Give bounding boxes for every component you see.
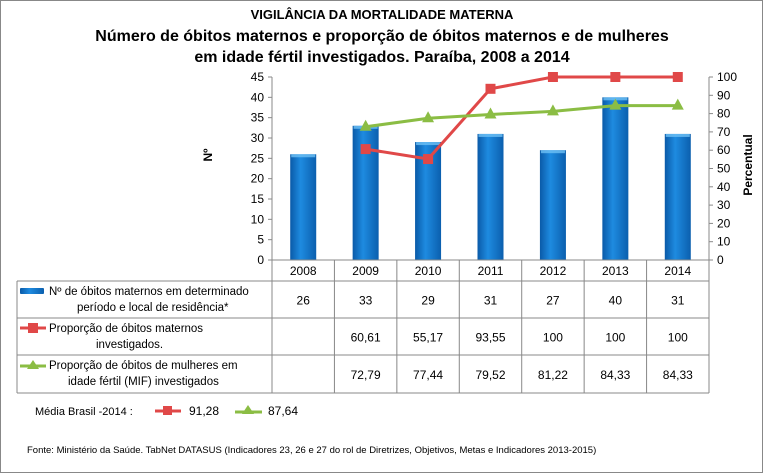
legend-label: Proporção de óbitos de mulheres em xyxy=(49,360,238,372)
data-value: 84,33 xyxy=(663,368,693,382)
y-tick-label: 35 xyxy=(251,111,265,125)
legend-mif-marker xyxy=(27,360,39,369)
y2-tick-label: 60 xyxy=(717,143,731,157)
legend-label: período e local de residência* xyxy=(77,302,229,314)
brasil-mif-marker xyxy=(235,405,262,414)
y2-tick-label: 70 xyxy=(717,125,731,139)
data-value: 33 xyxy=(359,294,373,308)
mif-line xyxy=(365,104,678,129)
y-tick-label: 0 xyxy=(257,253,264,267)
y-tick-label: 20 xyxy=(251,172,265,186)
y-tick-label: 30 xyxy=(251,131,265,145)
x-tick-label: 2009 xyxy=(352,264,379,278)
data-value: 81,22 xyxy=(538,368,568,382)
x-tick-label: 2010 xyxy=(415,264,442,278)
bar-highlight xyxy=(416,142,441,146)
y2-tick-label: 0 xyxy=(717,253,724,267)
data-value: 93,55 xyxy=(475,331,505,345)
data-value: 29 xyxy=(421,294,435,308)
y-axis-label: Nº xyxy=(201,148,215,162)
data-value: 77,44 xyxy=(413,368,443,382)
brasil-mif-value: 87,64 xyxy=(268,404,298,418)
y2-tick-label: 10 xyxy=(717,235,731,249)
chart-subtitle-2: em idade fértil investigados. Paraíba, 2… xyxy=(194,49,569,66)
data-value: 31 xyxy=(671,294,685,308)
mif-point xyxy=(609,98,622,110)
data-value: 79,52 xyxy=(475,368,505,382)
chart-subtitle-1: Número de óbitos maternos e proporção de… xyxy=(95,28,669,45)
y-tick-label: 45 xyxy=(251,70,265,84)
x-tick-label: 2013 xyxy=(602,264,629,278)
data-value: 26 xyxy=(297,294,311,308)
bar-highlight xyxy=(665,133,690,137)
y-tick-label: 5 xyxy=(257,233,264,247)
brasil-label: Média Brasil -2014 : xyxy=(35,406,133,418)
maternos-point xyxy=(672,72,683,82)
data-value: 100 xyxy=(605,331,625,345)
maternos-point xyxy=(485,83,496,94)
y2-tick-label: 40 xyxy=(717,180,731,194)
y2-tick-label: 100 xyxy=(717,70,737,84)
data-value: 31 xyxy=(484,294,498,308)
mif-point xyxy=(546,104,559,116)
y2-tick-label: 50 xyxy=(717,162,731,176)
mif-point xyxy=(671,98,684,110)
x-tick-label: 2014 xyxy=(664,264,691,278)
bar xyxy=(290,154,317,260)
bar-highlight xyxy=(478,133,503,137)
bar-highlight xyxy=(540,150,565,154)
maternos-point xyxy=(610,72,621,82)
data-value: 72,79 xyxy=(351,368,381,382)
y2-tick-label: 80 xyxy=(717,107,731,121)
y2-tick-label: 20 xyxy=(717,216,731,230)
data-value: 100 xyxy=(543,331,563,345)
bar xyxy=(602,97,629,260)
legend-bar-key xyxy=(20,288,44,294)
legend-label: investigados. xyxy=(96,339,163,351)
bar xyxy=(539,150,566,260)
data-value: 84,33 xyxy=(600,368,630,382)
bar xyxy=(477,133,504,260)
y2-tick-label: 30 xyxy=(717,198,731,212)
data-value: 55,17 xyxy=(413,331,443,345)
chart-title: VIGILÂNCIA DA MORTALIDADE MATERNA xyxy=(251,7,514,22)
x-tick-label: 2008 xyxy=(290,264,317,278)
legend-label: idade fértil (MIF) investigados xyxy=(68,376,219,388)
y-tick-label: 15 xyxy=(251,192,265,206)
y2-tick-label: 90 xyxy=(717,88,731,102)
bar xyxy=(664,133,691,260)
maternos-line xyxy=(365,75,678,161)
data-value: 27 xyxy=(546,294,560,308)
x-tick-label: 2012 xyxy=(540,264,567,278)
mif-point xyxy=(422,111,435,123)
brasil-maternos-marker xyxy=(155,406,181,415)
maternos-point xyxy=(547,72,558,82)
y-tick-label: 10 xyxy=(251,212,265,226)
y-tick-label: 25 xyxy=(251,151,265,165)
bar-highlight xyxy=(291,154,316,158)
data-value: 100 xyxy=(668,331,688,345)
maternos-point xyxy=(360,144,371,155)
legend-label: Proporção de óbitos maternos xyxy=(49,323,203,335)
source-note: Fonte: Ministério da Saúde. TabNet DATAS… xyxy=(27,445,596,456)
mif-point xyxy=(484,107,497,119)
brasil-maternos-value: 91,28 xyxy=(189,404,219,418)
legend-label: Nº de óbitos maternos em determinado xyxy=(49,286,249,298)
data-value: 60,61 xyxy=(351,331,381,345)
legend-maternos-marker xyxy=(28,323,38,333)
y2-axis-label: Percentual xyxy=(741,134,755,195)
maternos-point xyxy=(423,154,434,165)
y-tick-label: 40 xyxy=(251,90,265,104)
data-value: 40 xyxy=(609,294,623,308)
x-tick-label: 2011 xyxy=(478,264,504,278)
mif-point xyxy=(359,119,372,131)
